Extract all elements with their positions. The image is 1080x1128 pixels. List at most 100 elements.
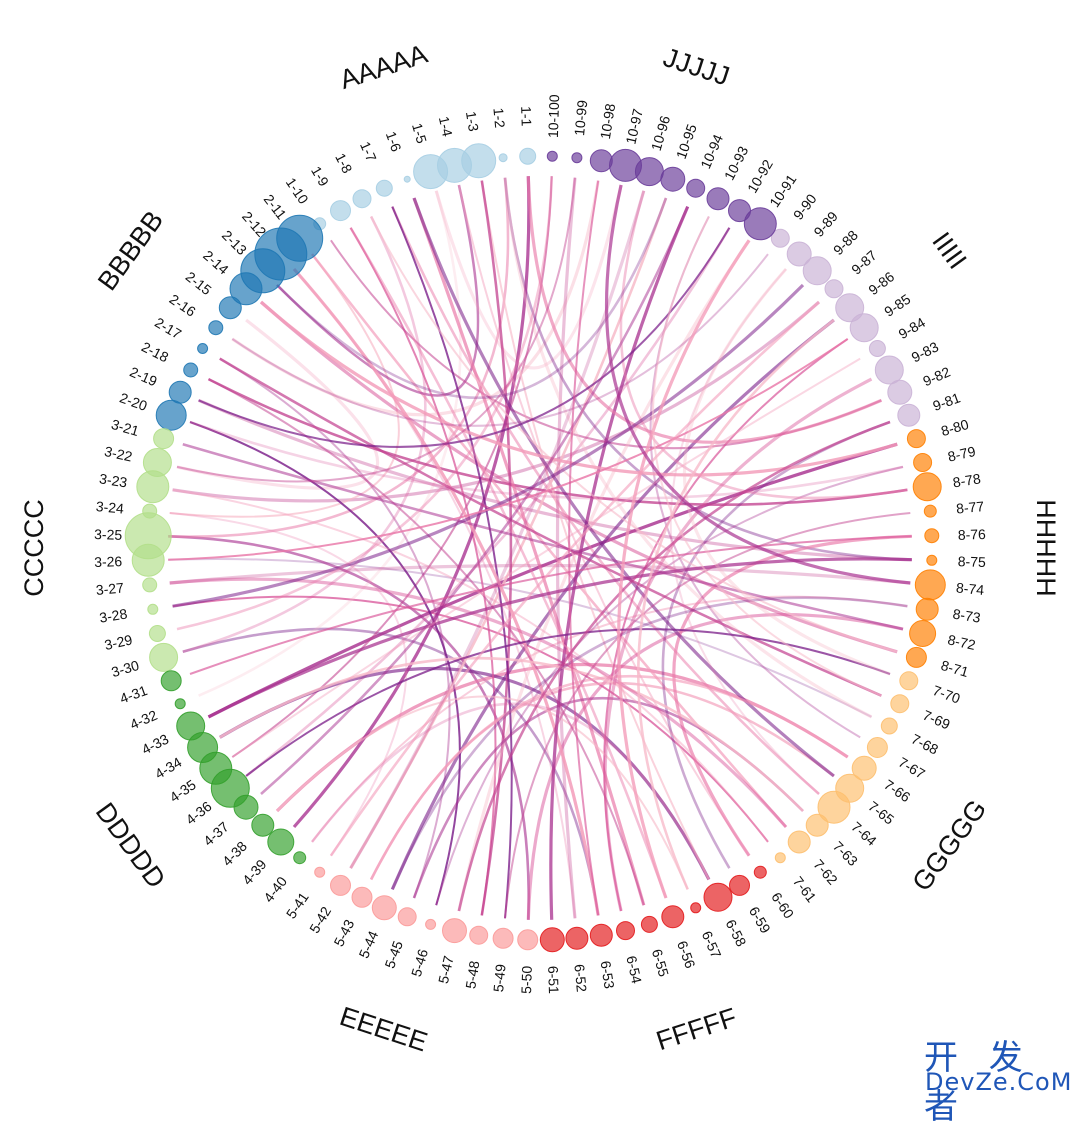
bubble-8-79 <box>913 453 933 472</box>
bubble-5-42 <box>330 874 351 896</box>
node-label-2-20: 2-20 <box>118 389 150 414</box>
node-label-3-27: 3-27 <box>95 579 125 598</box>
bubble-10-93 <box>706 187 730 211</box>
node-label-10-96: 10-96 <box>648 114 673 153</box>
node-label-1-4: 1-4 <box>436 115 456 138</box>
node-label-9-86: 9-86 <box>865 268 897 298</box>
bubble-9-88 <box>802 256 832 286</box>
bubble-10-91 <box>743 207 777 241</box>
link-6-60-to-8-76 <box>672 534 912 857</box>
bubble-8-72 <box>909 620 937 647</box>
node-label-5-49: 5-49 <box>490 963 509 993</box>
bubbles-layer <box>124 143 946 953</box>
bubble-4-37 <box>233 794 259 820</box>
node-label-1-5: 1-5 <box>409 121 430 145</box>
link-10-92-to-2-19 <box>198 227 731 448</box>
node-label-6-56: 6-56 <box>674 939 699 971</box>
link-3-22-to-2-15 <box>176 318 380 490</box>
node-label-9-90: 9-90 <box>790 191 820 223</box>
link-8-80-to-2-14 <box>259 300 898 477</box>
node-label-2-18: 2-18 <box>139 338 171 365</box>
link-1-10-to-9-82 <box>330 239 882 450</box>
bubble-6-52 <box>565 926 589 950</box>
link-6-55-to-2-18 <box>208 378 645 906</box>
node-label-2-16: 2-16 <box>167 291 199 320</box>
bubble-4-39 <box>267 828 295 856</box>
link-3-25-to-5-50 <box>168 535 530 920</box>
bubble-6-55 <box>640 915 658 933</box>
node-label-1-10: 1-10 <box>283 175 312 207</box>
group-label-hhhhh: HHHHH <box>1031 499 1061 597</box>
bubble-4-32 <box>174 698 186 710</box>
group-label-fffff: FFFFF <box>653 1002 741 1056</box>
bubble-2-18 <box>183 362 199 378</box>
node-label-10-98: 10-98 <box>597 102 618 140</box>
link-6-57-to-4-38 <box>276 695 689 890</box>
link-5-48-to-1-3 <box>480 180 513 916</box>
bubble-1-8 <box>352 189 372 209</box>
node-label-9-81: 9-81 <box>931 389 963 414</box>
bubble-10-94 <box>686 178 706 198</box>
node-label-4-36: 4-36 <box>183 798 215 828</box>
bubble-9-85 <box>849 313 879 343</box>
node-label-8-74: 8-74 <box>955 579 985 598</box>
bubble-6-51 <box>539 927 565 953</box>
link-10-97-to-8-74 <box>605 184 911 585</box>
node-label-4-32: 4-32 <box>127 707 159 733</box>
bubble-7-65 <box>835 773 865 803</box>
bubble-5-48 <box>469 925 489 945</box>
node-label-7-64: 7-64 <box>848 818 880 849</box>
node-label-9-82: 9-82 <box>920 363 952 389</box>
link-2-13-to-1-4 <box>276 184 480 397</box>
link-9-86-to-6-57 <box>637 318 835 890</box>
link-7-64-to-9-89 <box>669 268 820 795</box>
link-3-24-to-2-11 <box>169 253 400 518</box>
bubble-9-82 <box>887 379 913 405</box>
node-label-3-26: 3-26 <box>94 553 123 570</box>
node-label-7-68: 7-68 <box>909 731 941 758</box>
node-label-5-46: 5-46 <box>408 947 431 979</box>
link-10-93-to-7-69 <box>652 216 882 697</box>
node-label-2-19: 2-19 <box>127 363 159 389</box>
node-label-2-13: 2-13 <box>219 227 250 258</box>
bubble-5-49 <box>492 927 514 949</box>
node-label-7-69: 7-69 <box>920 707 952 733</box>
node-label-2-11: 2-11 <box>261 191 290 222</box>
link-9-89-to-7-70 <box>682 267 891 676</box>
link-8-72-to-3-21 <box>182 442 904 631</box>
bubble-6-60 <box>753 865 767 879</box>
bubble-8-76 <box>924 528 940 544</box>
group-label-eeeee: EEEEE <box>336 1001 431 1057</box>
node-label-8-77: 8-77 <box>955 498 985 517</box>
node-label-5-47: 5-47 <box>435 954 457 985</box>
bubble-7-66 <box>851 755 877 781</box>
link-8-74-to-3-27 <box>169 563 911 585</box>
bubble-9-87 <box>824 279 844 299</box>
node-label-1-6: 1-6 <box>383 129 405 154</box>
bubble-8-73 <box>915 597 939 621</box>
bubble-7-68 <box>880 717 898 735</box>
bubble-6-57 <box>690 902 702 914</box>
bubble-2-17 <box>197 343 209 354</box>
bubble-7-63 <box>805 813 829 837</box>
node-label-4-37: 4-37 <box>200 818 232 849</box>
node-label-7-61: 7-61 <box>790 873 820 905</box>
node-label-8-80: 8-80 <box>939 416 971 439</box>
node-label-8-76: 8-76 <box>958 526 987 543</box>
bubble-2-16 <box>208 320 224 336</box>
link-3-25-to-1-2 <box>168 177 510 538</box>
link-3-30-to-6-53 <box>182 627 600 916</box>
node-label-5-44: 5-44 <box>355 928 381 960</box>
bubble-5-44 <box>371 895 397 921</box>
bubble-4-31 <box>160 670 182 692</box>
node-label-4-39: 4-39 <box>239 856 270 888</box>
node-label-3-23: 3-23 <box>98 470 128 490</box>
link-7-65-to-1-6 <box>412 197 835 778</box>
node-label-8-79: 8-79 <box>946 443 977 465</box>
bubble-6-54 <box>616 921 635 941</box>
node-label-9-83: 9-83 <box>909 338 941 365</box>
link-2-16-to-10-98 <box>231 180 600 417</box>
node-label-6-59: 6-59 <box>746 904 774 936</box>
group-label-jjjjj: JJJJJ <box>660 42 733 91</box>
node-label-9-87: 9-87 <box>848 247 880 278</box>
